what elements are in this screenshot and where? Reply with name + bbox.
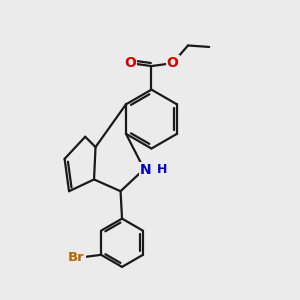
Text: O: O bbox=[124, 56, 136, 70]
Text: Br: Br bbox=[68, 251, 85, 264]
Text: O: O bbox=[167, 56, 178, 70]
Text: H: H bbox=[158, 163, 168, 176]
Text: N: N bbox=[140, 163, 152, 177]
